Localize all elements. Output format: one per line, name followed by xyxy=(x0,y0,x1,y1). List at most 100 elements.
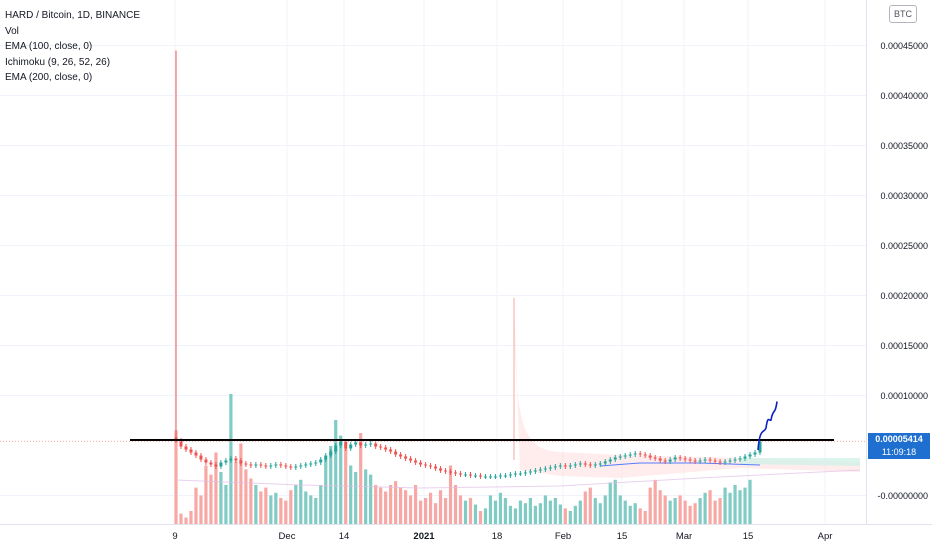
candle-body xyxy=(384,447,388,450)
volume-bar xyxy=(483,508,488,524)
candle-body xyxy=(294,466,298,468)
volume-bar xyxy=(498,492,503,524)
volume-bar xyxy=(184,517,188,524)
volume-bar xyxy=(334,420,338,524)
volume-bar xyxy=(718,498,722,524)
candle-body xyxy=(409,458,413,461)
candle-body xyxy=(419,462,423,465)
candle-body xyxy=(399,454,403,457)
time-tick-label: Apr xyxy=(817,531,833,542)
volume-bar xyxy=(518,500,523,524)
time-tick-label: 14 xyxy=(338,531,350,542)
candle-body xyxy=(194,452,198,456)
time-tick-label: Dec xyxy=(278,531,296,542)
volume-bar xyxy=(329,446,333,524)
candle-body xyxy=(224,460,228,463)
volume-bar xyxy=(463,500,468,524)
volume-bar xyxy=(299,479,303,524)
volume-bar xyxy=(269,495,273,524)
price-tick-label: 0.00020000 xyxy=(880,290,928,301)
time-tick-label: Feb xyxy=(554,531,572,542)
legend-vol[interactable]: Vol xyxy=(5,25,19,37)
candle-body xyxy=(314,462,318,464)
chart-area[interactable]: HARD / Bitcoin, 1D, BINANCE Vol EMA (100… xyxy=(0,0,866,524)
volume-bar xyxy=(433,503,438,524)
legend-ichimoku[interactable]: Ichimoku (9, 26, 52, 26) xyxy=(5,56,111,68)
candle-body xyxy=(513,473,517,475)
volume-bar xyxy=(314,498,318,524)
volume-bar xyxy=(364,469,368,524)
volume-bar xyxy=(174,430,178,524)
candle-body xyxy=(623,455,627,457)
candle-body xyxy=(414,460,418,463)
chart-legend: HARD / Bitcoin, 1D, BINANCE Vol EMA (100… xyxy=(5,8,140,86)
volume-bar xyxy=(453,485,458,524)
volume-bar xyxy=(548,500,552,524)
volume-bar xyxy=(458,495,463,524)
candle-body xyxy=(344,441,348,449)
candle-body xyxy=(309,463,313,465)
candle-body xyxy=(199,455,203,460)
currency-badge[interactable]: BTC xyxy=(889,5,917,23)
volume-bar xyxy=(553,498,557,524)
volume-bar xyxy=(448,465,453,524)
candle-body xyxy=(668,459,672,462)
volume-bar xyxy=(224,485,228,524)
candle-body xyxy=(568,465,572,467)
volume-bar xyxy=(628,505,632,524)
volume-bar xyxy=(588,487,592,524)
legend-symbol[interactable]: HARD / Bitcoin, 1D, BINANCE xyxy=(5,10,141,21)
candle-body xyxy=(254,464,258,466)
legend-ema100[interactable]: EMA (100, close, 0) xyxy=(5,41,93,52)
price-tick-label: 0.00025000 xyxy=(880,240,928,251)
candle-body xyxy=(723,461,727,463)
candle-body xyxy=(743,456,747,459)
volume-bar xyxy=(408,495,413,524)
candle-body xyxy=(319,459,323,463)
volume-bar xyxy=(538,503,542,524)
legend-ema200[interactable]: EMA (200, close, 0) xyxy=(5,72,93,83)
candle-body xyxy=(613,457,617,460)
candle-body xyxy=(214,464,218,467)
volume-bar xyxy=(643,511,647,524)
time-tick-label: 2021 xyxy=(413,531,435,542)
time-tick-label: 9 xyxy=(172,531,178,542)
volume-bar xyxy=(653,479,657,524)
volume-bar xyxy=(244,469,248,524)
candle-body xyxy=(359,442,363,446)
volume-bar xyxy=(668,500,672,524)
candle-body xyxy=(748,454,752,457)
ichimoku-cloud-green xyxy=(740,458,860,466)
candle-body xyxy=(698,460,702,462)
candle-body xyxy=(508,474,512,476)
volume-bar xyxy=(673,498,677,524)
candle-body xyxy=(209,462,213,465)
volume-bar xyxy=(324,459,328,524)
volume-bar xyxy=(663,495,667,524)
volume-bar xyxy=(613,479,617,524)
candle-body xyxy=(289,466,293,468)
volume-bar xyxy=(179,513,183,524)
candle-body xyxy=(454,472,458,474)
candle-body xyxy=(329,451,333,456)
candle-body xyxy=(588,464,592,466)
volume-bar xyxy=(404,490,408,524)
volume-bar xyxy=(713,500,717,524)
time-scale[interactable]: 9 Dec 14 2021 18 Feb 15 Mar 15 Apr xyxy=(0,524,932,550)
price-tick-label: 0.00040000 xyxy=(880,90,928,101)
volume-bar xyxy=(319,485,323,524)
candle-body xyxy=(179,440,183,447)
volume-bar xyxy=(438,490,443,524)
price-chart[interactable] xyxy=(0,0,866,524)
price-scale[interactable]: 0.00045000 0.00040000 0.00035000 0.00030000… xyxy=(866,0,932,524)
volume-bar xyxy=(733,485,737,524)
candle-body xyxy=(593,464,597,466)
volume-bar xyxy=(418,500,423,524)
volume-bar xyxy=(279,498,283,524)
volume-bar xyxy=(683,500,687,524)
countdown-label: 11:09:18 xyxy=(868,446,930,459)
candle-body xyxy=(728,460,732,462)
volume-bar xyxy=(573,505,577,524)
candle-body xyxy=(573,464,577,466)
candle-body xyxy=(394,451,398,455)
